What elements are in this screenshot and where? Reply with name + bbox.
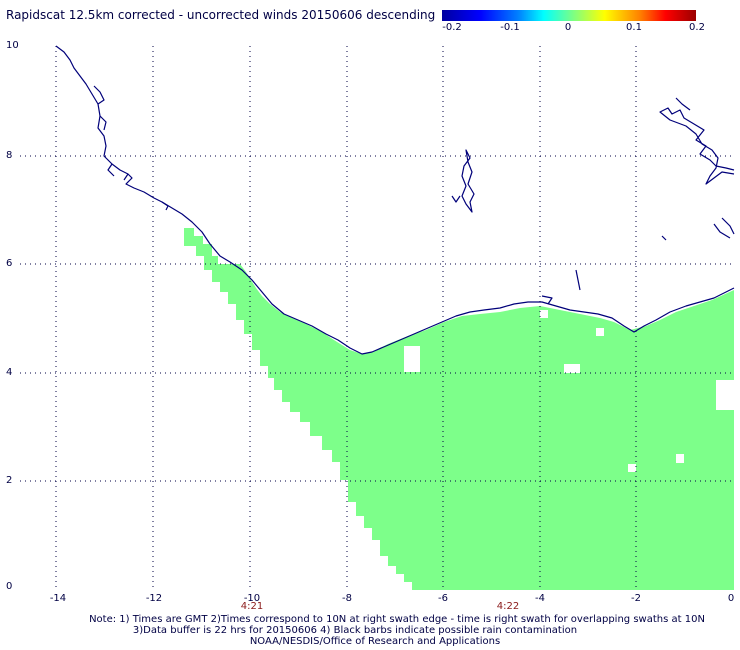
y-tick-label: 6 xyxy=(6,258,13,269)
y-tick-label: 4 xyxy=(6,367,13,378)
colorbar-tick: -0.1 xyxy=(500,22,520,33)
colorbar-tick: 0 xyxy=(564,22,572,33)
swath-gap xyxy=(716,380,734,410)
swath-gap xyxy=(540,310,548,318)
swath-gap xyxy=(564,364,580,373)
swath-gap xyxy=(596,328,604,336)
colorbar-tick: 0.1 xyxy=(626,22,642,33)
x-tick-label: -2 xyxy=(631,593,641,604)
footnote-line-2: 3)Data buffer is 22 hrs for 20150606 4) … xyxy=(132,625,578,636)
coastline xyxy=(55,45,735,355)
x-tick-label: -10 xyxy=(243,593,261,604)
colorbar xyxy=(442,10,696,21)
colorbar-tick: -0.2 xyxy=(442,22,462,33)
swath-gap xyxy=(676,454,684,463)
swath-time-label: 4:22 xyxy=(496,601,520,612)
map-title: Rapidscat 12.5km corrected - uncorrected… xyxy=(6,8,436,22)
colorbar-tick: 0.2 xyxy=(689,22,705,33)
swath-gap xyxy=(628,464,636,472)
y-tick-label: 2 xyxy=(6,475,13,486)
x-tick-label: -8 xyxy=(342,593,352,604)
grid xyxy=(20,46,734,590)
footnote-credit: NOAA/NESDIS/Office of Research and Appli… xyxy=(249,636,501,647)
y-tick-label: 0 xyxy=(6,581,13,592)
x-tick-label: -6 xyxy=(438,593,448,604)
x-tick-label: -4 xyxy=(535,593,545,604)
swath-gap xyxy=(404,346,420,372)
x-tick-label: -12 xyxy=(145,593,163,604)
y-tick-label: 8 xyxy=(6,150,13,161)
x-tick-label: -14 xyxy=(49,593,67,604)
y-tick-label: 10 xyxy=(6,40,19,51)
footnote-line-1: Note: 1) Times are GMT 2)Times correspon… xyxy=(89,614,705,625)
swath-coverage xyxy=(184,228,734,590)
x-tick-label: 0 xyxy=(727,593,735,604)
swath-time-label: 4:21 xyxy=(240,601,264,612)
